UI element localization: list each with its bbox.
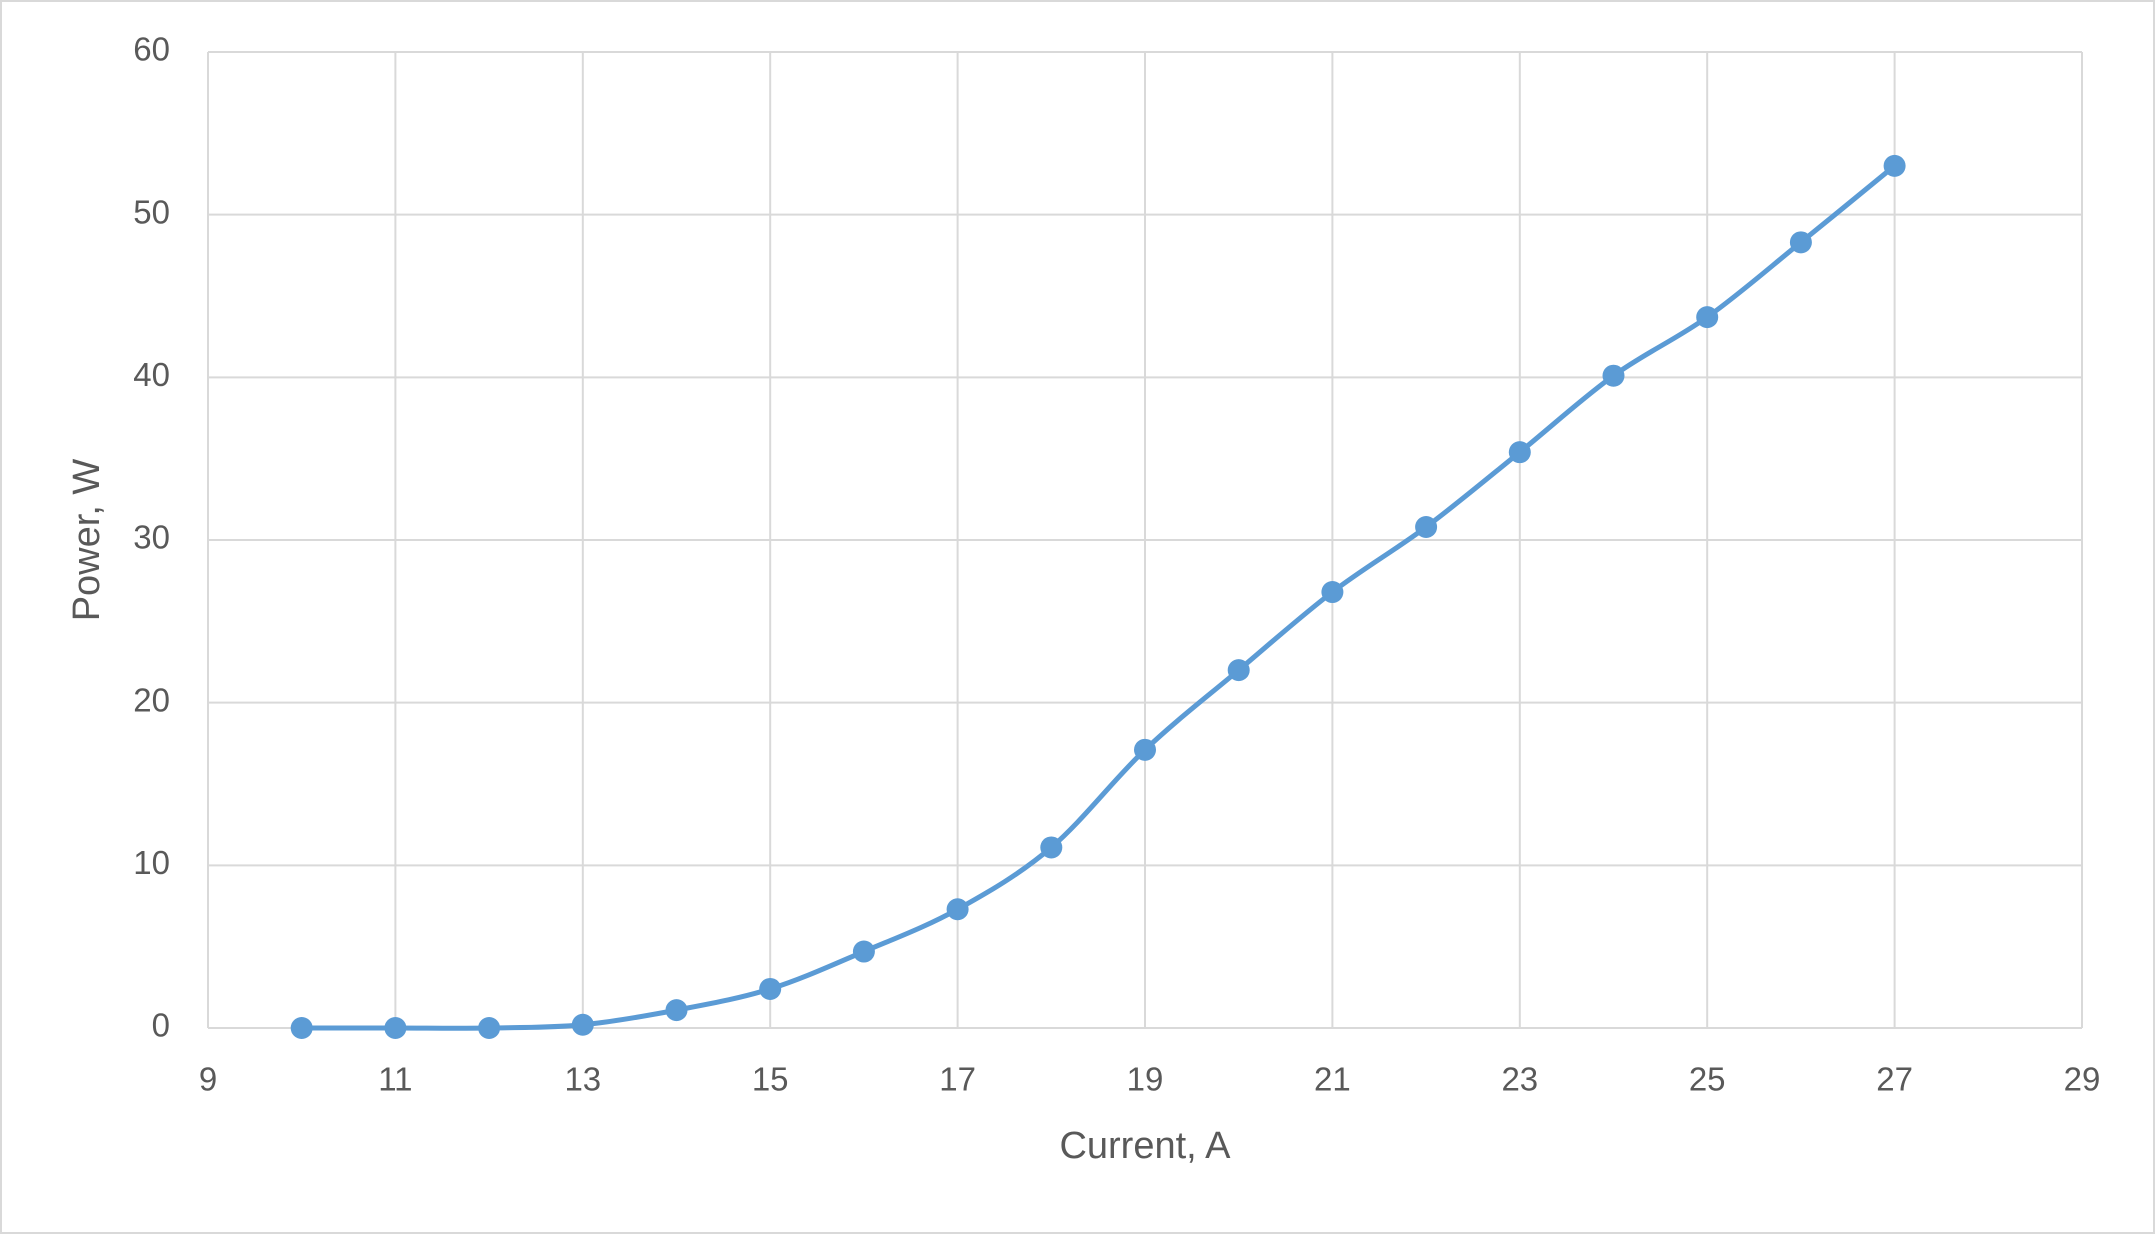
y-tick-label: 60	[133, 31, 170, 68]
marker	[946, 898, 969, 921]
x-tick-label: 11	[378, 1061, 412, 1098]
marker	[384, 1017, 407, 1039]
marker	[1883, 154, 1906, 177]
x-tick-label: 29	[2064, 1061, 2101, 1098]
marker	[852, 940, 875, 963]
marker	[478, 1017, 501, 1039]
x-tick-label: 19	[1127, 1061, 1164, 1098]
x-tick-label: 15	[752, 1061, 789, 1098]
y-tick-label: 40	[133, 356, 170, 393]
x-axis-title: Current, A	[1059, 1125, 1231, 1167]
y-tick-label: 0	[152, 1007, 170, 1044]
y-tick-label: 50	[133, 193, 170, 230]
marker	[1415, 515, 1438, 538]
x-tick-label: 13	[564, 1061, 601, 1098]
marker	[571, 1013, 594, 1036]
y-axis-title: Power, W	[66, 459, 108, 622]
x-tick-label: 9	[199, 1061, 217, 1098]
y-tick-label: 30	[133, 519, 170, 556]
marker	[665, 999, 688, 1022]
marker	[290, 1017, 313, 1039]
x-tick-label: 27	[1876, 1061, 1913, 1098]
marker	[1227, 659, 1250, 682]
y-tick-label: 10	[133, 844, 170, 881]
x-tick-label: 17	[939, 1061, 976, 1098]
x-tick-label: 25	[1689, 1061, 1726, 1098]
marker	[1789, 231, 1812, 254]
marker	[1696, 306, 1719, 329]
x-tick-label: 23	[1501, 1061, 1538, 1098]
marker	[1134, 738, 1156, 761]
marker	[1321, 581, 1344, 604]
marker	[1602, 364, 1625, 387]
x-tick-label: 21	[1314, 1061, 1351, 1098]
y-tick-label: 20	[133, 681, 170, 718]
marker	[1040, 836, 1063, 859]
marker	[1508, 441, 1531, 464]
marker	[759, 977, 782, 1000]
